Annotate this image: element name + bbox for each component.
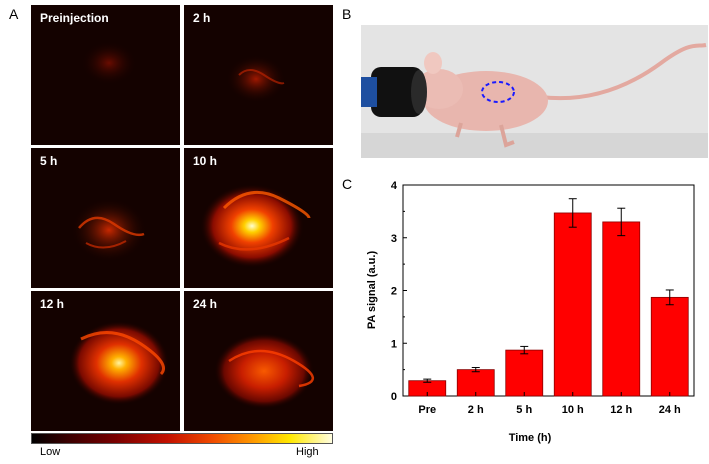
pa-image-label: 24 h xyxy=(193,297,218,311)
plot-frame xyxy=(402,184,695,397)
bar xyxy=(553,212,592,397)
bar xyxy=(602,221,641,397)
x-tick-label: 10 h xyxy=(562,404,584,416)
x-tick-label: 2 h xyxy=(468,404,484,416)
pa-image-5h: 5 h xyxy=(31,148,180,288)
colorbar-high-label: High xyxy=(296,446,319,458)
pa-image-label: 5 h xyxy=(40,154,58,168)
bar xyxy=(505,349,544,397)
colorbar-low-label: Low xyxy=(40,446,61,458)
tumor-region-marker xyxy=(481,81,515,103)
y-tick-label: 0 xyxy=(391,391,397,403)
pa-image-label: 2 h xyxy=(193,11,211,25)
pa-image-10h: 10 h xyxy=(184,148,333,288)
pa-image-12h: 12 h xyxy=(31,291,180,431)
y-tick-label: 1 xyxy=(391,338,397,350)
pa-image-label: 12 h xyxy=(40,297,65,311)
panel-letter-c: C xyxy=(342,176,353,192)
pa-image-2h: 2 h xyxy=(184,5,333,145)
pa-image-preinjection: Preinjection xyxy=(31,5,180,145)
intensity-colorbar xyxy=(31,433,333,444)
x-tick-label: Pre xyxy=(418,404,436,416)
y-tick-label: 4 xyxy=(391,180,398,192)
pa-signal-bar-chart: 0 1 2 3 4 Pre 2 h 5 h 10 h 12 h 24 h PA signal (a.… xyxy=(366,180,695,444)
photoacoustic-image-grid: Preinjection 2 h 5 h xyxy=(31,5,333,431)
chart-plot-area: 0 1 2 3 4 Pre 2 h 5 h 10 h 12 h 24 h xyxy=(391,180,695,416)
pa-image-graphic xyxy=(69,321,169,405)
x-tick-label: 5 h xyxy=(516,404,532,416)
pa-image-graphic xyxy=(214,333,314,409)
y-tick-label: 3 xyxy=(391,233,397,245)
bar xyxy=(650,296,689,397)
x-axis-label: Time (h) xyxy=(509,432,552,444)
panel-letter-a: A xyxy=(9,6,19,22)
x-tick-label: 24 h xyxy=(659,404,681,416)
mouse-photo xyxy=(361,25,708,158)
panel-letter-b: B xyxy=(342,6,352,22)
mouse-illustration xyxy=(361,25,708,158)
y-axis-label: PA signal (a.u.) xyxy=(366,251,378,330)
pa-image-graphic xyxy=(200,184,311,268)
x-tick-label: 12 h xyxy=(610,404,632,416)
pa-image-label: 10 h xyxy=(193,154,218,168)
pa-image-graphic xyxy=(81,41,137,85)
pa-image-label: Preinjection xyxy=(40,11,109,25)
pa-image-24h: 24 h xyxy=(184,291,333,431)
y-tick-label: 2 xyxy=(391,286,397,298)
pa-image-graphic xyxy=(226,55,286,103)
pa-image-graphic xyxy=(71,198,147,262)
